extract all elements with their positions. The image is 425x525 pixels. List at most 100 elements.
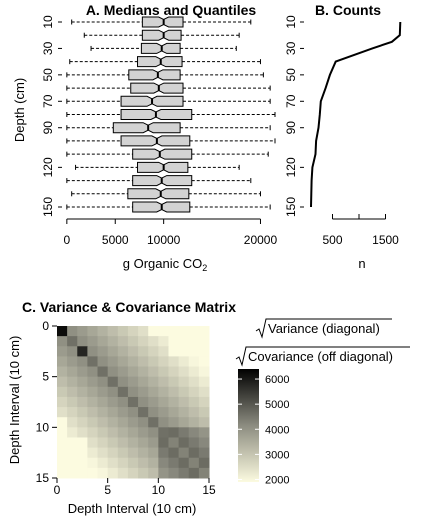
heatmap-cell [67, 467, 78, 479]
heatmap-cell [107, 417, 119, 428]
heatmap-cell [87, 396, 99, 408]
heatmap-cell [77, 467, 88, 479]
heatmap-cell [198, 447, 210, 459]
heatmap-cell [77, 386, 88, 398]
heatmap-cell [198, 437, 210, 449]
heatmap-cell [57, 336, 68, 347]
heatmap-cell [57, 447, 68, 459]
heatmap-cell [67, 457, 78, 469]
heatmap-cell [77, 457, 88, 469]
heatmap-cell [168, 366, 180, 378]
x-tick-label: 0 [63, 233, 70, 247]
heatmap-cell [178, 427, 190, 438]
heatmap-cell [107, 396, 119, 408]
heatmap-cell [97, 376, 109, 388]
heatmap-cell [87, 407, 99, 418]
heatmap-cell [188, 407, 200, 418]
heatmap-cell [67, 407, 78, 418]
panel-b-x-axis: 500 1500 [322, 214, 399, 247]
heatmap-cell [158, 417, 169, 428]
heatmap-cell [107, 376, 119, 388]
heatmap-cell [127, 396, 139, 408]
heatmap-cell [127, 447, 139, 459]
heatmap-cell [117, 366, 129, 378]
heatmap-cell [77, 346, 88, 357]
panel-c-y-axis-label: Depth Interval (10 cm) [7, 336, 22, 465]
heatmap-cell [77, 407, 88, 418]
x-tick-label: 1500 [372, 233, 399, 247]
panel-c-axes: 0 0 5 5 10 10 15 15 [36, 319, 216, 497]
heatmap-cell [87, 427, 99, 438]
panel-b-count-line [310, 21, 402, 208]
heatmap-cell [97, 457, 109, 469]
heatmap-cell [87, 417, 99, 428]
heatmap-cell [198, 366, 210, 378]
panel-a: A. Medians and Quantiles Depth (cm) 10 30… [12, 2, 277, 273]
heatmap-cell [188, 457, 200, 469]
colorbar-tick-label: 3000 [265, 449, 289, 461]
colorbar-tick-label: 2000 [265, 474, 289, 486]
heatmap-cell [97, 447, 109, 459]
y-tick-label: 30 [284, 41, 298, 55]
heatmap-cell [178, 356, 190, 368]
heatmap-cell [188, 467, 200, 479]
heatmap-cell [87, 457, 99, 469]
heatmap-cell [158, 407, 169, 418]
heatmap-cell [77, 396, 88, 408]
heatmap-cell [198, 467, 210, 479]
heatmap-cell [107, 427, 119, 438]
x-tick-label: 5000 [102, 233, 129, 247]
heatmap-cell [97, 366, 109, 378]
heatmap-cell [168, 336, 180, 347]
heatmap-cell [77, 366, 88, 378]
heatmap-cell [148, 396, 159, 408]
heatmap-cell [57, 467, 68, 479]
y-tick-label: 5 [42, 370, 49, 384]
heatmap-cell [67, 427, 78, 438]
heatmap-cell [168, 326, 180, 337]
x-tick-label: 10000 [147, 233, 181, 247]
panel-b-x-axis-label: n [358, 256, 365, 271]
heatmap-cell [57, 427, 68, 438]
heatmap-cell [168, 356, 180, 368]
heatmap-cell [148, 366, 159, 378]
panel-c: C. Variance & Covariance Matrix 0 0 5 5 10 10… [7, 299, 410, 516]
heatmap-cell [198, 417, 210, 428]
heatmap-cell [57, 356, 68, 368]
heatmap-cell [168, 386, 180, 398]
heatmap-cell [148, 346, 159, 357]
heatmap-cell [127, 366, 139, 378]
heatmap-cell [87, 326, 99, 337]
heatmap-cell [168, 427, 180, 438]
panel-a-x-axis: 0 5000 10000 20000 [63, 218, 277, 247]
heatmap-cell [148, 447, 159, 459]
heatmap-cell [107, 326, 119, 337]
heatmap-cell [138, 356, 149, 368]
heatmap-cell [117, 437, 129, 449]
y-tick-label: 10 [41, 15, 55, 29]
panel-b: B. Counts 10 30 50 70 90 120 150 500 1500 n [284, 2, 402, 271]
heatmap-cell [148, 427, 159, 438]
y-tick-label: 10 [284, 15, 298, 29]
heatmap-cell [117, 346, 129, 357]
heatmap-cell [67, 396, 78, 408]
heatmap-cell [188, 386, 200, 398]
heatmap-cell [198, 346, 210, 357]
heatmap-cell [57, 417, 68, 428]
heatmap-cell [138, 447, 149, 459]
y-tick-label: 10 [36, 420, 50, 434]
heatmap-cell [198, 376, 210, 388]
box [112, 122, 181, 134]
y-tick-label: 70 [41, 94, 55, 108]
x-tick-label: 500 [322, 233, 342, 247]
heatmap-cell [168, 417, 180, 428]
heatmap-cell [138, 386, 149, 398]
heatmap-cell [158, 326, 169, 337]
heatmap-cell [127, 336, 139, 347]
heatmap-cell [148, 407, 159, 418]
panel-c-title: C. Variance & Covariance Matrix [22, 299, 236, 315]
heatmap-cell [77, 417, 88, 428]
heatmap-cell [107, 356, 119, 368]
heatmap-cell [188, 376, 200, 388]
heatmap-cell [127, 427, 139, 438]
